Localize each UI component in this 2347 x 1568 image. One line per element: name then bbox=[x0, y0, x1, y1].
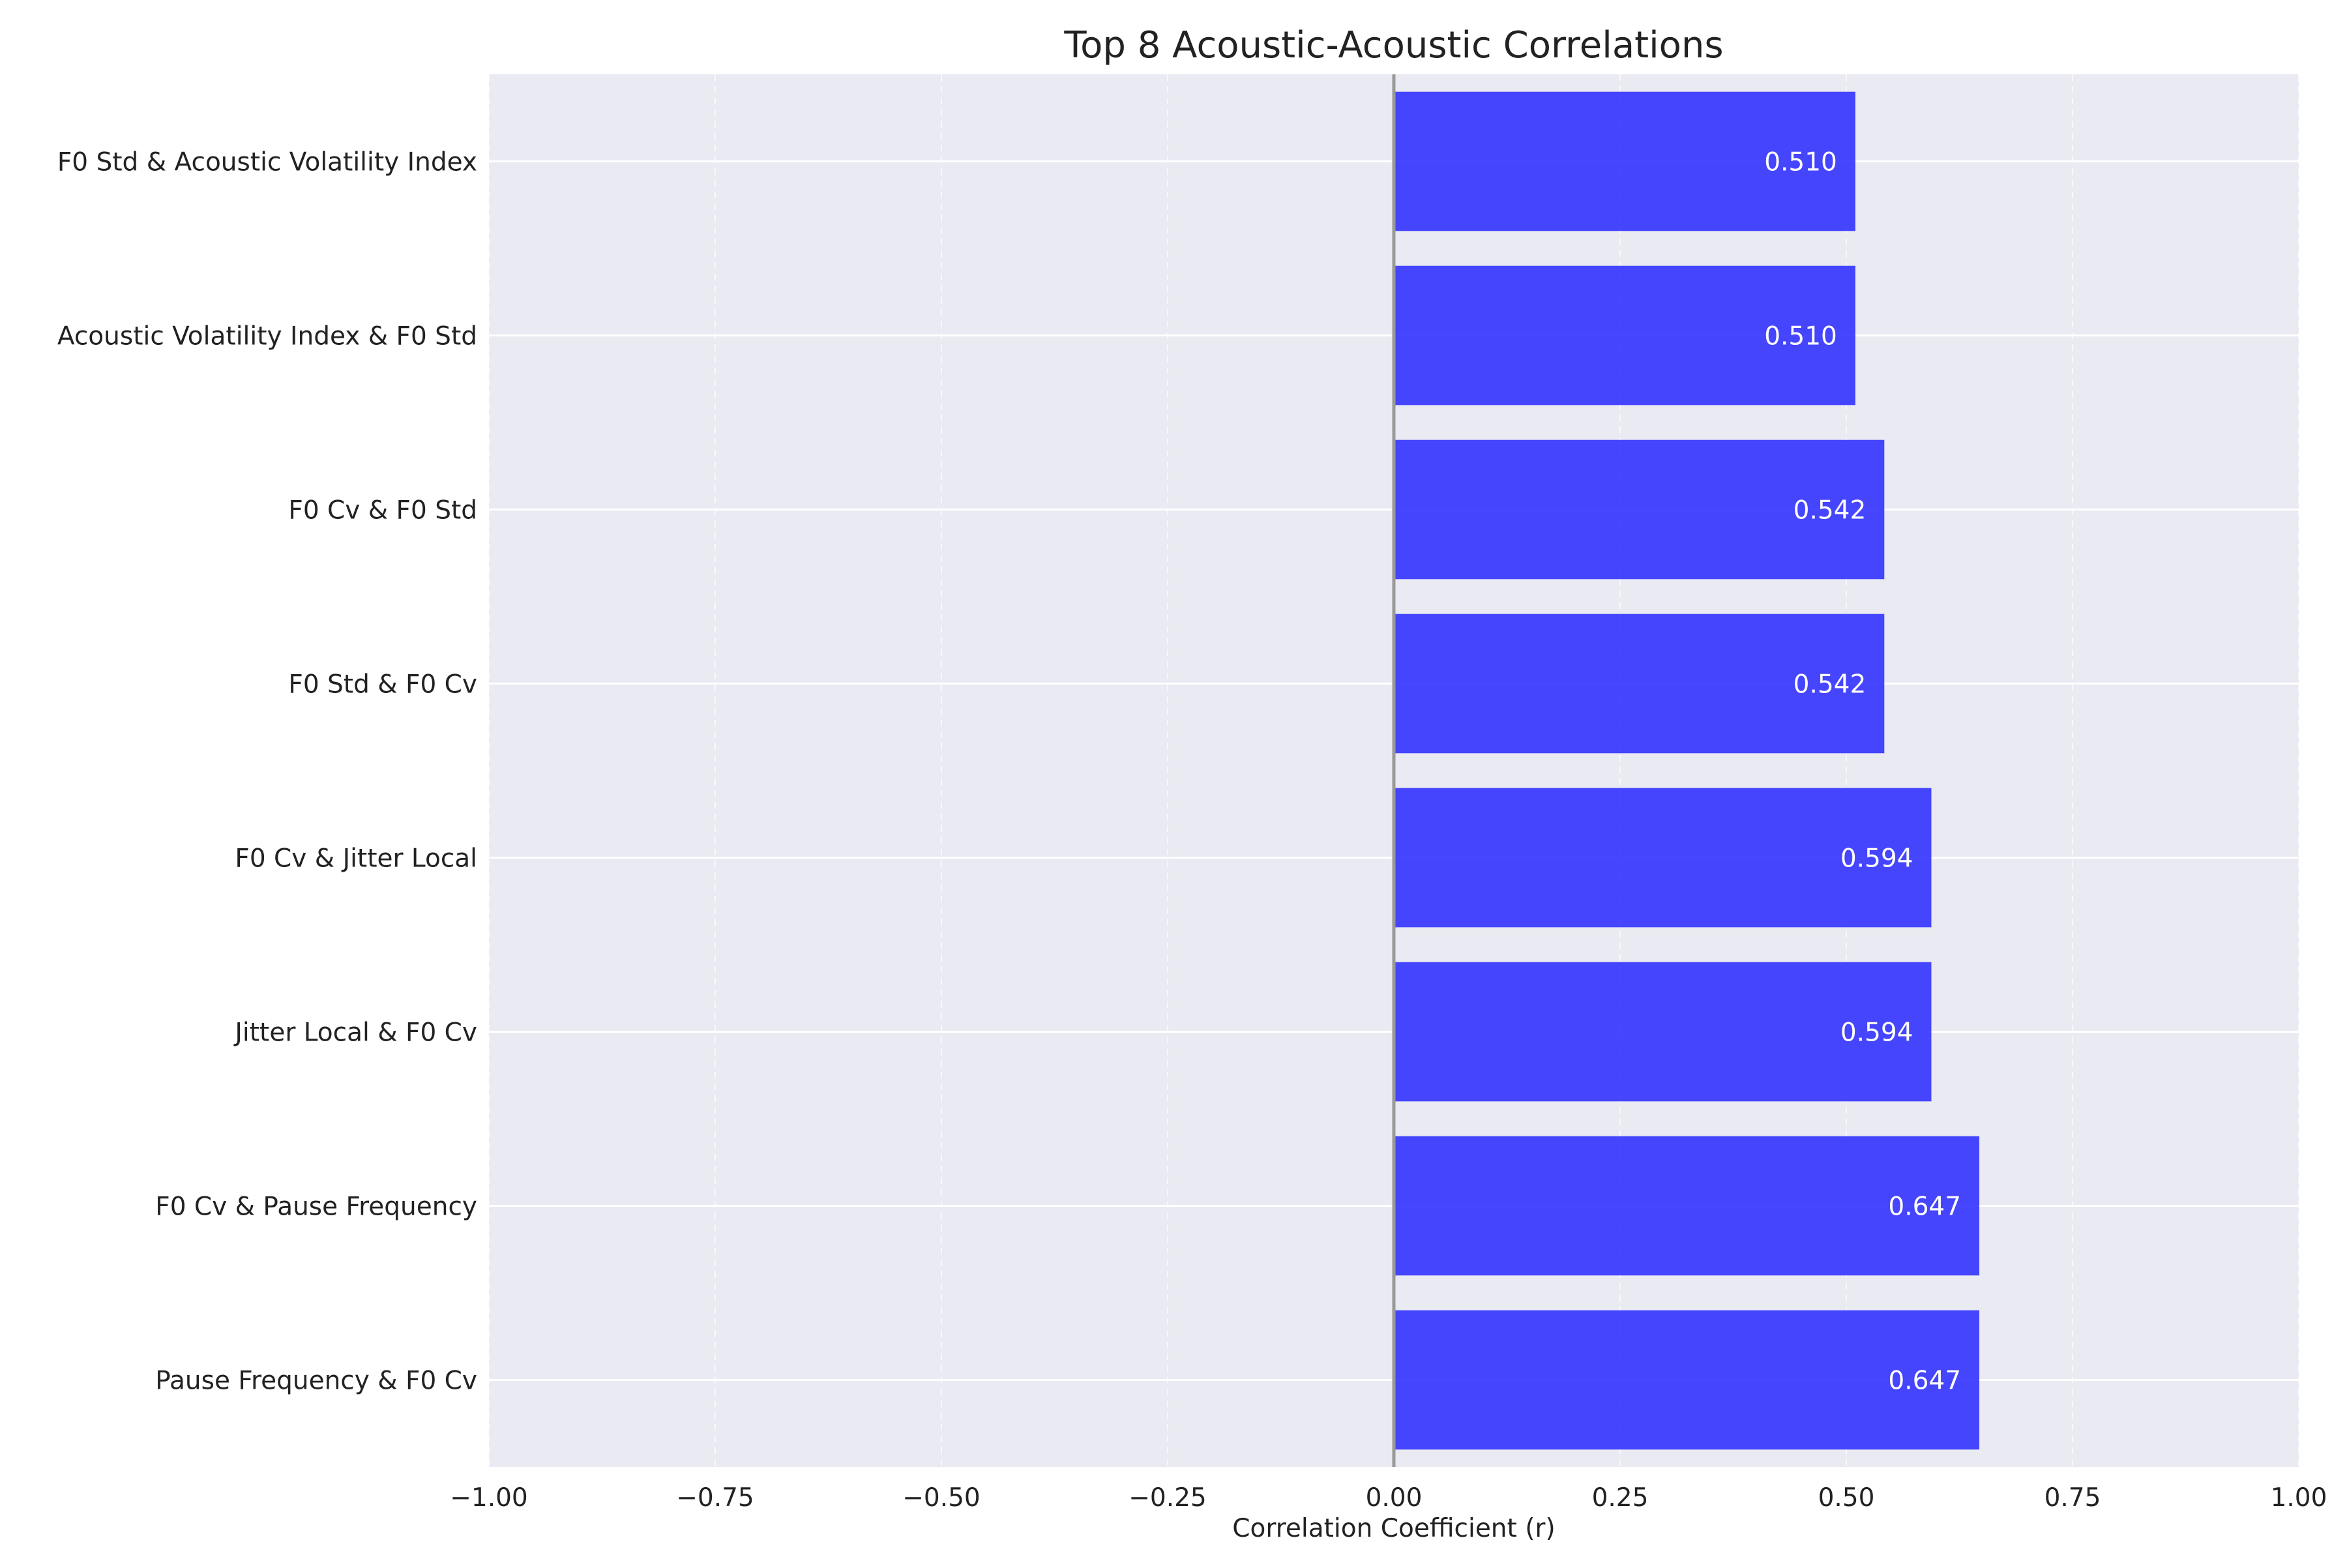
y-tick-label: Acoustic Volatility Index & F0 Std bbox=[57, 322, 477, 351]
bar-value-label: 0.510 bbox=[1764, 148, 1837, 177]
value-labels: 0.510 0.510 0.542 0.542 0.594 0.594 0.647 0.647 bbox=[1764, 148, 1961, 1396]
x-tick-label: −0.50 bbox=[902, 1483, 981, 1513]
x-tick-label: 1.00 bbox=[2271, 1483, 2327, 1513]
x-axis-label: Correlation Coefficient (r) bbox=[1232, 1514, 1555, 1543]
x-tick-label: 0.75 bbox=[2044, 1483, 2101, 1513]
x-tick-label: 0.00 bbox=[1366, 1483, 1423, 1513]
x-tick-labels: −1.00 −0.75 −0.50 −0.25 0.00 0.25 0.50 0.75 1.00 bbox=[450, 1483, 2327, 1513]
y-tick-label: F0 Cv & F0 Std bbox=[288, 496, 477, 525]
bar bbox=[1394, 1136, 1980, 1276]
y-tick-labels: F0 Std & Acoustic Volatility Index Acoust… bbox=[57, 148, 477, 1396]
y-tick-label: F0 Cv & Pause Frequency bbox=[155, 1192, 477, 1222]
x-tick-label: −1.00 bbox=[450, 1483, 528, 1513]
x-tick-label: 0.50 bbox=[1818, 1483, 1875, 1513]
bar bbox=[1394, 439, 1885, 580]
bar bbox=[1394, 265, 1855, 406]
y-tick-label: Jitter Local & F0 Cv bbox=[233, 1018, 477, 1048]
bar-value-label: 0.594 bbox=[1840, 1018, 1913, 1048]
bar-value-label: 0.542 bbox=[1793, 670, 1867, 700]
bar bbox=[1394, 91, 1855, 231]
y-tick-label: Pause Frequency & F0 Cv bbox=[155, 1367, 477, 1396]
bar bbox=[1394, 788, 1932, 928]
bar bbox=[1394, 962, 1932, 1102]
x-tick-label: −0.25 bbox=[1129, 1483, 1207, 1513]
x-tick-label: −0.75 bbox=[676, 1483, 754, 1513]
x-tick-label: 0.25 bbox=[1592, 1483, 1649, 1513]
bar-value-label: 0.647 bbox=[1888, 1192, 1961, 1222]
y-tick-label: F0 Std & F0 Cv bbox=[288, 670, 477, 700]
bar bbox=[1394, 614, 1885, 754]
bar bbox=[1394, 1310, 1980, 1450]
bar-value-label: 0.647 bbox=[1888, 1367, 1961, 1396]
bars bbox=[1394, 91, 1980, 1450]
bar-value-label: 0.594 bbox=[1840, 844, 1913, 874]
bar-value-label: 0.542 bbox=[1793, 496, 1867, 525]
bar-value-label: 0.510 bbox=[1764, 322, 1837, 351]
y-tick-label: F0 Cv & Jitter Local bbox=[235, 844, 477, 874]
y-tick-label: F0 Std & Acoustic Volatility Index bbox=[57, 148, 477, 177]
chart-title: Top 8 Acoustic-Acoustic Correlations bbox=[1063, 24, 1723, 67]
